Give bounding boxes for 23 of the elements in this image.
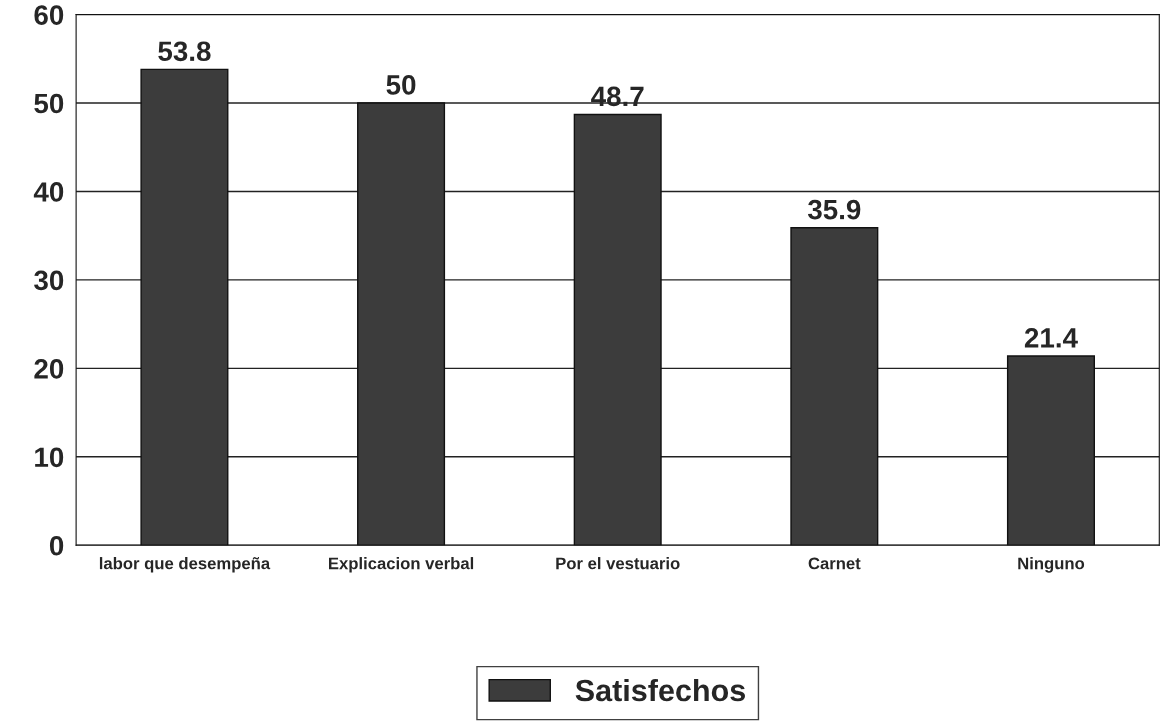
bar — [140, 68, 229, 546]
x-tick-label: labor que desempeña — [99, 557, 271, 573]
bar — [1006, 355, 1095, 546]
bar — [357, 102, 446, 546]
y-tick-label: 20 — [34, 359, 64, 379]
y-tick-label: 0 — [49, 535, 64, 556]
data-label: 21.4 — [1024, 328, 1078, 348]
y-tick-label: 50 — [34, 93, 64, 114]
data-label: 53.8 — [158, 41, 211, 62]
bar — [573, 113, 662, 546]
x-tick-label: Ninguno — [1018, 557, 1085, 573]
y-tick-label: 60 — [34, 5, 64, 25]
y-tick-label: 30 — [34, 270, 64, 291]
y-tick-label: 10 — [35, 447, 64, 468]
y-tick-label: 40 — [33, 182, 64, 202]
x-tick-label: Por el vestuario — [556, 557, 680, 570]
x-tick-label: Explicacion verbal — [329, 557, 474, 573]
bar — [790, 227, 879, 546]
data-label: 50 — [386, 75, 416, 95]
data-label: 35.9 — [807, 199, 861, 220]
legend-label: Satisfechos — [575, 678, 745, 702]
data-label: 48.7 — [591, 86, 644, 107]
x-tick-label: Carnet — [808, 557, 861, 570]
